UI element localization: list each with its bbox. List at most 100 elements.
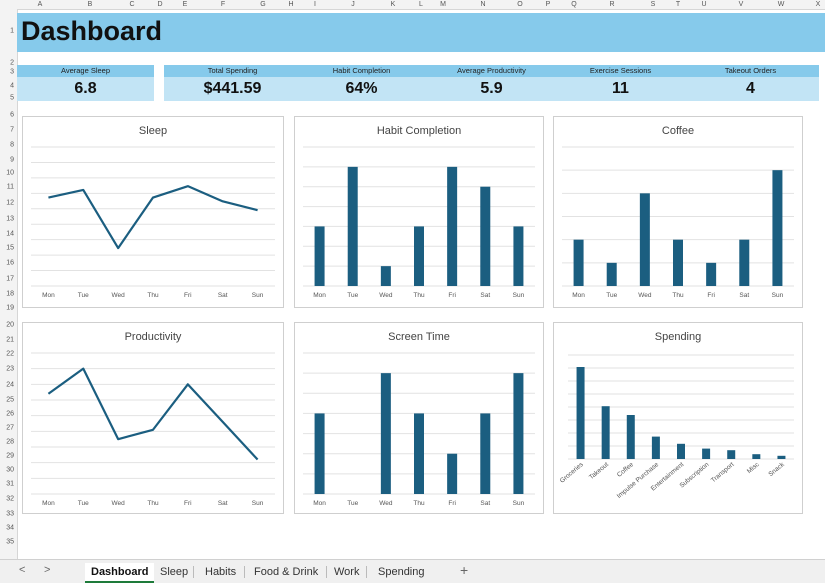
column-label[interactable]: O: [517, 0, 522, 9]
column-label[interactable]: I: [314, 0, 316, 9]
row-label[interactable]: 14: [6, 231, 14, 238]
row-label[interactable]: 2: [10, 60, 14, 67]
column-label[interactable]: M: [440, 0, 446, 9]
row-label[interactable]: 15: [6, 245, 14, 252]
chevron-left-icon[interactable]: <: [19, 564, 25, 576]
tick-label: Tue: [606, 292, 617, 299]
row-label[interactable]: 30: [6, 467, 14, 474]
title-banner[interactable]: Dashboard: [17, 13, 825, 52]
row-label[interactable]: 20: [6, 322, 14, 329]
chevron-right-icon[interactable]: >: [44, 564, 50, 576]
tab-spending[interactable]: Spending: [372, 563, 431, 581]
row-label[interactable]: 13: [6, 216, 14, 223]
chart-title: Screen Time: [388, 331, 450, 343]
tab-work[interactable]: Work: [328, 563, 365, 581]
row-label[interactable]: 29: [6, 453, 14, 460]
column-label[interactable]: C: [129, 0, 134, 9]
row-label[interactable]: 27: [6, 425, 14, 432]
column-label[interactable]: J: [351, 0, 355, 9]
add-sheet-icon[interactable]: +: [460, 562, 468, 578]
row-label[interactable]: 8: [10, 142, 14, 149]
kpi-total-spending[interactable]: Total Spending $441.59: [164, 65, 301, 101]
row-label[interactable]: 16: [6, 260, 14, 267]
bar: [602, 406, 610, 459]
bar: [315, 226, 325, 286]
row-label[interactable]: 25: [6, 397, 14, 404]
kpi-takeout-orders[interactable]: Takeout Orders 4: [682, 65, 819, 101]
chart-title: Coffee: [662, 125, 694, 137]
column-label[interactable]: B: [88, 0, 93, 9]
kpi-exercise-sessions[interactable]: Exercise Sessions 11: [552, 65, 689, 101]
column-label[interactable]: N: [480, 0, 485, 9]
column-label[interactable]: U: [701, 0, 706, 9]
chart-title: Spending: [655, 331, 702, 343]
tick-label: Sun: [513, 292, 525, 299]
column-label[interactable]: R: [609, 0, 614, 9]
row-label[interactable]: 10: [6, 170, 14, 177]
column-label[interactable]: H: [288, 0, 293, 9]
column-label[interactable]: K: [391, 0, 396, 9]
row-label[interactable]: 6: [10, 112, 14, 119]
bar: [447, 167, 457, 286]
row-label[interactable]: 22: [6, 351, 14, 358]
column-label[interactable]: D: [157, 0, 162, 9]
row-label[interactable]: 33: [6, 511, 14, 518]
row-label[interactable]: 5: [10, 95, 14, 102]
tab-sleep[interactable]: Sleep: [154, 563, 194, 581]
bar: [513, 373, 523, 494]
row-label[interactable]: 23: [6, 366, 14, 373]
row-label[interactable]: 17: [6, 276, 14, 283]
row-label[interactable]: 26: [6, 411, 14, 418]
row-label[interactable]: 28: [6, 439, 14, 446]
column-label[interactable]: V: [739, 0, 744, 9]
row-label[interactable]: 7: [10, 127, 14, 134]
column-label[interactable]: A: [38, 0, 43, 9]
bar: [414, 413, 424, 494]
row-label[interactable]: 32: [6, 496, 14, 503]
row-label[interactable]: 9: [10, 157, 14, 164]
column-label[interactable]: T: [676, 0, 680, 9]
kpi-label: Total Spending: [164, 65, 301, 77]
row-label[interactable]: 1: [10, 28, 14, 35]
row-label[interactable]: 19: [6, 305, 14, 312]
column-label[interactable]: F: [221, 0, 225, 9]
column-label[interactable]: P: [546, 0, 551, 9]
tab-habits[interactable]: Habits: [199, 563, 242, 581]
kpi-average-productivity[interactable]: Average Productivity 5.9: [423, 65, 560, 101]
tick-label: Wed: [112, 292, 126, 299]
column-label[interactable]: W: [778, 0, 785, 9]
row-label[interactable]: 35: [6, 539, 14, 546]
column-label[interactable]: S: [651, 0, 656, 9]
row-label[interactable]: 24: [6, 382, 14, 389]
row-label[interactable]: 34: [6, 525, 14, 532]
row-label[interactable]: 12: [6, 200, 14, 207]
tick-label: Thu: [147, 292, 159, 299]
tick-label: Fri: [448, 292, 456, 299]
kpi-average-sleep[interactable]: Average Sleep 6.8: [17, 65, 154, 101]
column-label[interactable]: L: [419, 0, 423, 9]
column-label[interactable]: G: [260, 0, 265, 9]
column-label[interactable]: Q: [571, 0, 576, 9]
bar: [574, 240, 584, 286]
row-label[interactable]: 4: [10, 83, 14, 90]
tick-label: Coffee: [616, 461, 635, 479]
row-label[interactable]: 18: [6, 291, 14, 298]
column-label[interactable]: E: [183, 0, 188, 9]
tab-dashboard[interactable]: Dashboard: [85, 563, 154, 583]
kpi-habit-completion[interactable]: Habit Completion 64%: [293, 65, 430, 101]
row-label[interactable]: 3: [10, 69, 14, 76]
tab-food-drink[interactable]: Food & Drink: [248, 563, 324, 581]
column-label[interactable]: X: [816, 0, 821, 9]
row-label[interactable]: 11: [7, 184, 14, 191]
dashboard-title: Dashboard: [21, 16, 162, 47]
row-label[interactable]: 31: [6, 481, 14, 488]
row-label[interactable]: 21: [6, 337, 14, 344]
bar: [381, 373, 391, 494]
bar: [480, 187, 490, 286]
